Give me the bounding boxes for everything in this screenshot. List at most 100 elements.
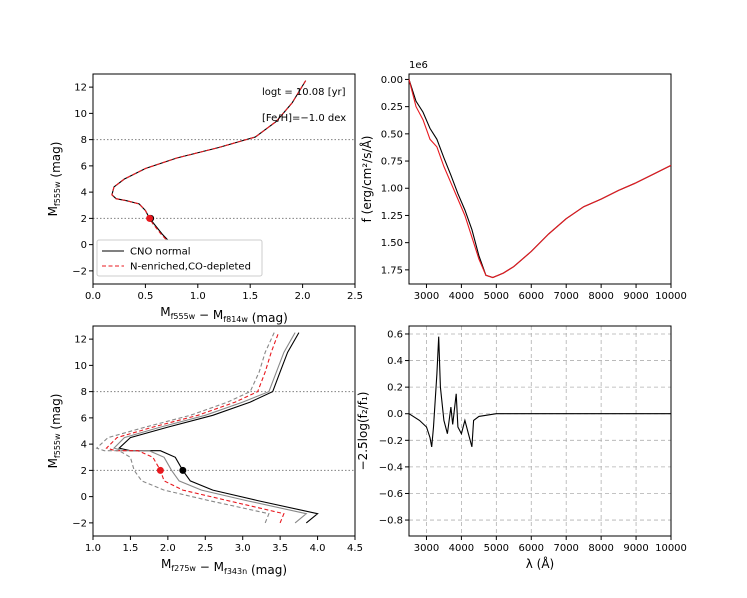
- y-tick-label: 0: [81, 240, 87, 251]
- x-tick-label: 1.0: [85, 543, 101, 554]
- legend-label-0: CNO normal: [130, 247, 191, 258]
- y-tick-label: 12: [74, 335, 87, 346]
- legend-box: [96, 239, 263, 277]
- label-text: (mag): [49, 142, 63, 182]
- legend: CNO normal N-enriched,CO-depleted: [96, 239, 263, 277]
- label-subscript: f814w: [223, 315, 248, 324]
- x-tick-label: 4.5: [347, 543, 363, 554]
- label-text: (mag): [248, 311, 288, 325]
- series-line-0: [408, 336, 671, 448]
- marker-point-0: [179, 466, 187, 474]
- label-text: (mag): [49, 394, 63, 434]
- axes-p4: 3000 4000 5000 6000 7000 8000 9000 10000 −0.8 −0.…: [356, 325, 687, 571]
- label-text: M: [46, 458, 60, 468]
- y-tick-label: 0.75: [381, 157, 403, 168]
- axes-frame: [92, 325, 356, 537]
- x-tick-label: 10000: [655, 291, 687, 302]
- series-line-0: [408, 79, 672, 279]
- y-tick-label: 8: [81, 387, 87, 398]
- label-subscript: f555w: [171, 312, 196, 321]
- y-tick-label: 6: [81, 161, 87, 172]
- y-tick-label: 12: [74, 83, 87, 94]
- x-tick-label: 2.5: [347, 291, 363, 302]
- y-axis-label: −2.5log(f₂/f₁): [356, 392, 370, 471]
- y-tick-label: 0.2: [387, 383, 403, 394]
- y-axis-label: f (erg/cm²/s/Å): [359, 136, 374, 223]
- marker-point-1: [156, 466, 164, 474]
- x-tick-label: 3000: [414, 543, 439, 554]
- y-tick-label: 4: [81, 188, 87, 199]
- label-subscript: f275w: [171, 564, 196, 573]
- x-tick-label: 6000: [519, 543, 544, 554]
- label-subscript: f555w: [53, 181, 62, 206]
- x-tick-label: 1.5: [122, 543, 138, 554]
- x-axis-label: λ (Å): [526, 556, 555, 571]
- x-tick-label: 4000: [449, 291, 474, 302]
- y-tick-label: −0.2: [379, 436, 403, 447]
- y-tick-label: 1.75: [381, 265, 403, 276]
- y-tick-label: 0.6: [387, 329, 403, 340]
- y-tick-label: 2: [81, 466, 87, 477]
- label-subscript: f555w: [53, 433, 62, 458]
- x-tick-label: 3.0: [235, 543, 251, 554]
- x-tick-label: 0.0: [85, 291, 101, 302]
- y-tick-label: 10: [74, 109, 87, 120]
- y-tick-label: 0.50: [381, 129, 403, 140]
- x-tick-label: 10000: [655, 543, 687, 554]
- x-tick-label: 4.0: [310, 543, 326, 554]
- x-tick-label: 2.5: [197, 543, 213, 554]
- axes-frame: [92, 73, 356, 285]
- label-text: (mag): [247, 563, 287, 577]
- y-tick-label: 1.00: [381, 184, 403, 195]
- series-line-1: [112, 332, 308, 524]
- x-tick-label: 5000: [484, 291, 509, 302]
- series-line-2: [105, 332, 285, 524]
- y-tick-label: 4: [81, 440, 87, 451]
- y-tick-label: 0.0: [387, 409, 403, 420]
- x-tick-label: 6000: [519, 291, 544, 302]
- label-text: M: [46, 206, 60, 216]
- y-axis-label: Mf555w (mag): [46, 394, 63, 469]
- x-tick-label: 2.0: [295, 291, 311, 302]
- label-text: − M: [196, 560, 224, 574]
- y-tick-label: −2: [72, 266, 87, 277]
- x-tick-label: 0.5: [137, 291, 153, 302]
- label-text: − M: [195, 308, 223, 322]
- y-tick-label: 0.25: [381, 102, 403, 113]
- y-axis-label: Mf555w (mag): [46, 142, 63, 217]
- x-axis-label: Mf275w − Mf343n (mag): [161, 557, 287, 577]
- offset-text: 1e6: [409, 60, 428, 71]
- x-tick-label: 9000: [623, 543, 648, 554]
- x-axis-label: Mf555w − Mf814w (mag): [160, 305, 288, 325]
- legend-label-1: N-enriched,CO-depleted: [130, 262, 251, 273]
- y-tick-label: 8: [81, 135, 87, 146]
- x-tick-label: 3000: [414, 291, 439, 302]
- x-tick-label: 8000: [588, 543, 613, 554]
- x-tick-label: 2.0: [160, 543, 176, 554]
- x-tick-label: 3.5: [272, 543, 288, 554]
- y-tick-label: 2: [81, 214, 87, 225]
- label-text: M: [160, 305, 170, 319]
- metallicity-annotation: [Fe/H]=−1.0 dex: [262, 113, 346, 124]
- y-tick-label: −0.4: [379, 462, 403, 473]
- axes-frame: [408, 73, 672, 285]
- y-tick-label: 10: [74, 361, 87, 372]
- x-tick-label: 7000: [553, 543, 578, 554]
- y-tick-label: 0: [81, 492, 87, 503]
- label-subscript: f343n: [224, 567, 247, 576]
- y-tick-label: −0.8: [379, 516, 403, 527]
- label-text: M: [161, 557, 171, 571]
- x-tick-label: 1.5: [242, 291, 258, 302]
- series-line-3: [95, 332, 275, 524]
- marker-point-1: [146, 214, 154, 222]
- y-tick-label: 1.25: [381, 211, 403, 222]
- y-tick-label: 0.00: [381, 75, 403, 86]
- y-tick-label: −0.6: [379, 489, 403, 500]
- y-tick-label: −2: [72, 518, 87, 529]
- series-line-0: [118, 332, 319, 524]
- x-tick-label: 1.0: [190, 291, 206, 302]
- x-tick-label: 7000: [553, 291, 578, 302]
- x-tick-label: 5000: [484, 543, 509, 554]
